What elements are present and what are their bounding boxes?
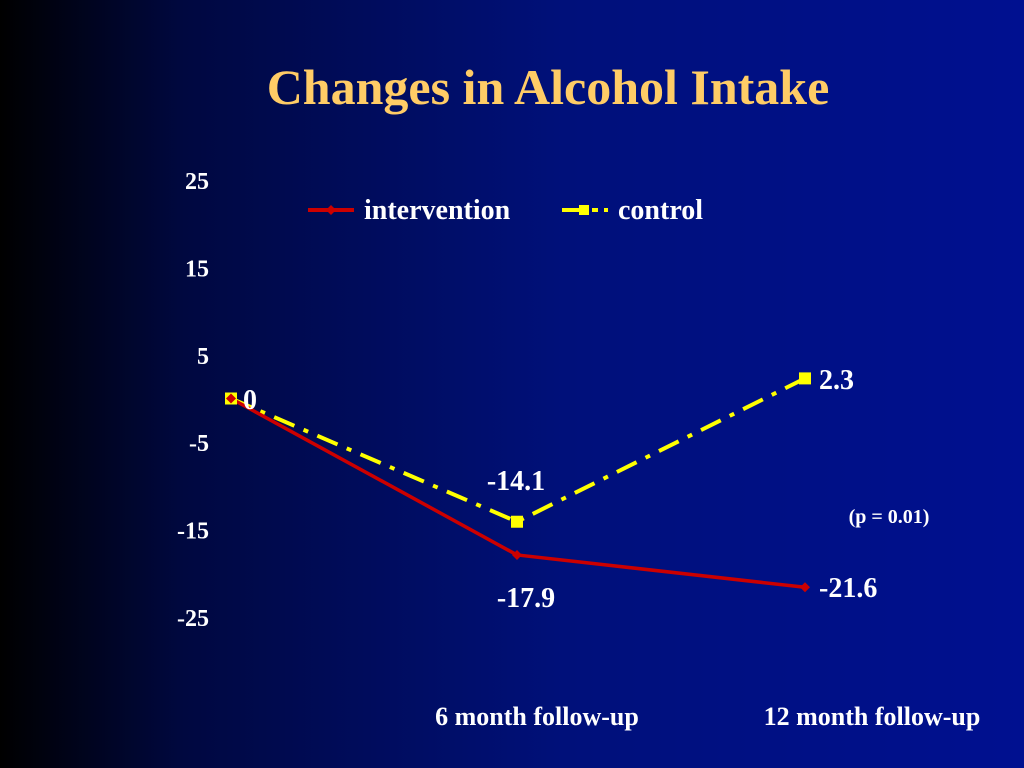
slide-title: Changes in Alcohol Intake [266,59,830,115]
legend-marker-control [579,205,589,215]
chart-legend: intervention control [308,195,703,226]
y-tick-label: 5 [197,344,209,370]
y-tick-label: -5 [189,431,209,457]
legend-label-intervention: intervention [364,195,511,226]
data-label-control: 2.3 [819,365,854,396]
y-tick-label: 15 [185,256,209,282]
data-label-intervention: -21.6 [819,573,877,604]
data-point-control [511,515,523,528]
data-label-control: 0 [243,385,257,416]
x-axis-ticks: 6 month follow-up 12 month follow-up [435,702,980,731]
series-markers [225,372,811,593]
series-line-control [230,376,806,524]
data-point-intervention [800,582,810,593]
data-labels: -17.9 -21.6 0 -14.1 2.3 [243,365,877,614]
y-tick-label: -15 [177,519,209,545]
data-point-intervention [226,393,236,404]
y-axis-ticks: 25 15 5 -5 -15 -25 [177,169,209,632]
p-value-annotation: (p = 0.01) [849,506,930,528]
legend-marker-intervention [326,205,336,215]
y-tick-label: -25 [177,606,209,632]
legend-label-control: control [618,195,703,226]
x-tick-label: 6 month follow-up [435,702,639,731]
data-label-intervention: -17.9 [497,583,555,614]
x-tick-label: 12 month follow-up [764,702,981,731]
data-point-intervention [512,549,522,560]
y-tick-label: 25 [185,169,209,195]
data-point-control [799,372,811,385]
data-label-control: -14.1 [487,466,545,497]
